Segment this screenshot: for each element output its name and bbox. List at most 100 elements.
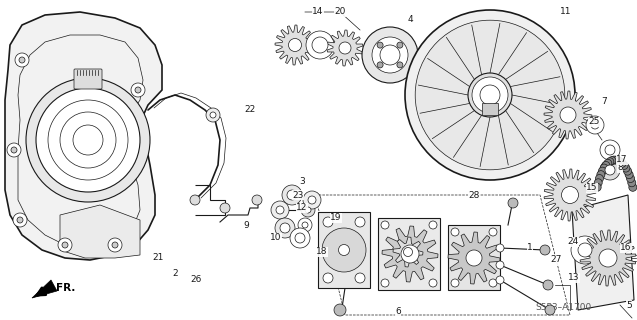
Circle shape [604,159,612,167]
Text: 19: 19 [330,213,341,222]
Circle shape [280,223,290,233]
Circle shape [298,218,312,232]
Polygon shape [32,280,57,298]
Circle shape [405,10,575,180]
Circle shape [302,222,308,228]
Circle shape [301,203,315,217]
Circle shape [612,156,620,164]
Text: 15: 15 [586,183,598,193]
Circle shape [561,187,578,204]
Text: 21: 21 [152,253,164,262]
Circle shape [496,276,504,284]
Text: 3: 3 [299,178,305,187]
Polygon shape [378,218,440,290]
Circle shape [339,42,351,54]
Circle shape [429,221,437,229]
Text: 22: 22 [245,106,255,115]
Circle shape [13,213,27,227]
Text: 8: 8 [617,164,623,172]
Circle shape [306,31,334,59]
Circle shape [586,116,604,134]
Circle shape [26,78,150,202]
Text: 1: 1 [527,244,533,252]
Circle shape [355,273,365,283]
Circle shape [210,112,216,118]
Circle shape [323,217,333,227]
Text: 2: 2 [172,269,178,278]
Circle shape [596,174,603,182]
Circle shape [15,53,29,67]
Circle shape [206,108,220,122]
Circle shape [381,279,389,287]
Circle shape [429,279,437,287]
Text: 23: 23 [292,190,304,199]
FancyBboxPatch shape [74,69,102,89]
Circle shape [60,112,116,168]
Circle shape [355,217,365,227]
Text: 28: 28 [468,191,480,201]
Text: FR.: FR. [56,283,75,293]
Circle shape [397,62,403,68]
Circle shape [624,167,632,175]
Circle shape [220,203,230,213]
Circle shape [19,57,25,63]
Circle shape [404,248,414,258]
Circle shape [308,196,316,204]
Circle shape [323,273,333,283]
Text: 18: 18 [316,247,328,257]
Circle shape [451,279,459,287]
Circle shape [600,140,620,160]
Polygon shape [580,230,636,286]
Circle shape [606,158,614,166]
Circle shape [560,107,576,123]
Circle shape [627,174,634,182]
Circle shape [401,245,419,263]
Circle shape [290,40,300,50]
Circle shape [466,250,482,266]
Circle shape [472,77,508,113]
Circle shape [384,49,396,61]
Circle shape [605,145,615,155]
Circle shape [618,159,626,167]
Text: 25: 25 [589,117,599,126]
Circle shape [108,238,122,252]
Circle shape [381,221,389,229]
Circle shape [625,171,633,179]
Text: 17: 17 [616,156,627,164]
Polygon shape [318,212,370,288]
Circle shape [601,251,615,265]
Circle shape [338,244,350,255]
Circle shape [48,100,128,180]
Circle shape [340,43,350,53]
Text: 4: 4 [407,15,413,25]
Circle shape [17,217,23,223]
Text: 6: 6 [395,308,401,316]
Polygon shape [544,169,596,221]
Circle shape [282,185,302,205]
Circle shape [628,179,636,187]
Polygon shape [327,30,363,66]
Circle shape [489,279,497,287]
Circle shape [451,228,459,236]
Polygon shape [5,12,162,260]
Polygon shape [326,232,362,268]
Circle shape [112,242,118,248]
Circle shape [600,160,620,180]
Text: 13: 13 [568,274,580,283]
Text: 26: 26 [190,276,202,284]
Circle shape [36,88,140,192]
Circle shape [312,37,328,53]
Circle shape [616,158,624,166]
Circle shape [600,164,608,172]
Circle shape [545,305,555,315]
Circle shape [252,195,262,205]
Polygon shape [275,25,315,65]
Circle shape [287,190,297,200]
Polygon shape [544,91,592,139]
Circle shape [271,201,289,219]
Circle shape [591,121,599,129]
Circle shape [608,156,616,164]
Circle shape [290,228,310,248]
Text: 12: 12 [296,204,308,212]
Circle shape [380,45,400,65]
